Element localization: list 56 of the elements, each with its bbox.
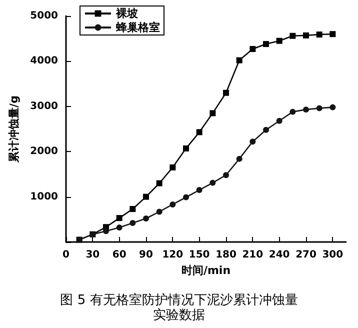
x-tick-label: 300 [322, 250, 344, 260]
point [316, 32, 322, 38]
point [303, 106, 309, 113]
x-tick-label: 240 [268, 250, 290, 260]
point [303, 32, 309, 38]
point [223, 172, 229, 178]
point [236, 156, 242, 162]
point [223, 90, 229, 96]
x-tick-label: 150 [188, 250, 210, 260]
x-tick-label: 90 [139, 250, 153, 260]
point [210, 180, 216, 186]
point [130, 206, 136, 212]
point [143, 194, 149, 200]
x-tick-label: 270 [296, 250, 316, 260]
legend-label: 裸坡 [115, 7, 139, 20]
x-tick-label: 210 [242, 250, 264, 260]
y-axis-title: 累计冲蚀量/g [7, 96, 20, 164]
point [116, 215, 122, 222]
y-tick-label: 4000 [30, 56, 58, 67]
y-tick-label: 3000 [30, 100, 58, 112]
point [263, 126, 269, 133]
point [330, 104, 336, 110]
point [276, 38, 282, 44]
x-tick-label: 60 [112, 250, 126, 260]
x-tick-label: 0 [62, 250, 70, 260]
y-tick-label: 1000 [30, 191, 58, 202]
y-tick-label: 5000 [30, 10, 58, 22]
point [130, 220, 136, 226]
point [156, 180, 162, 186]
point [196, 129, 202, 136]
point [116, 224, 122, 231]
point [143, 215, 149, 222]
x-tick-label: 180 [216, 250, 236, 260]
point [290, 32, 296, 39]
point [156, 208, 162, 215]
point [210, 110, 216, 116]
point [250, 46, 256, 52]
point [170, 201, 176, 208]
point [236, 57, 242, 64]
point [170, 164, 176, 170]
text: 图 5 有无格室防护情况下泥沙累计冲蚀量实验数据 [60, 292, 298, 323]
point [263, 41, 269, 48]
y-tick-label: 2000 [30, 146, 58, 158]
point [276, 118, 282, 124]
point [183, 194, 189, 200]
point [183, 145, 189, 152]
x-axis-title: 时间/min [181, 264, 231, 277]
point [250, 138, 256, 145]
x-tick-label: 120 [162, 250, 184, 260]
point [290, 108, 296, 115]
point [330, 31, 336, 38]
point [316, 105, 322, 112]
legend-label: 蜂巢格室 [115, 21, 160, 34]
point [103, 228, 109, 234]
point [196, 187, 202, 194]
x-tick-label: 30 [86, 250, 100, 260]
